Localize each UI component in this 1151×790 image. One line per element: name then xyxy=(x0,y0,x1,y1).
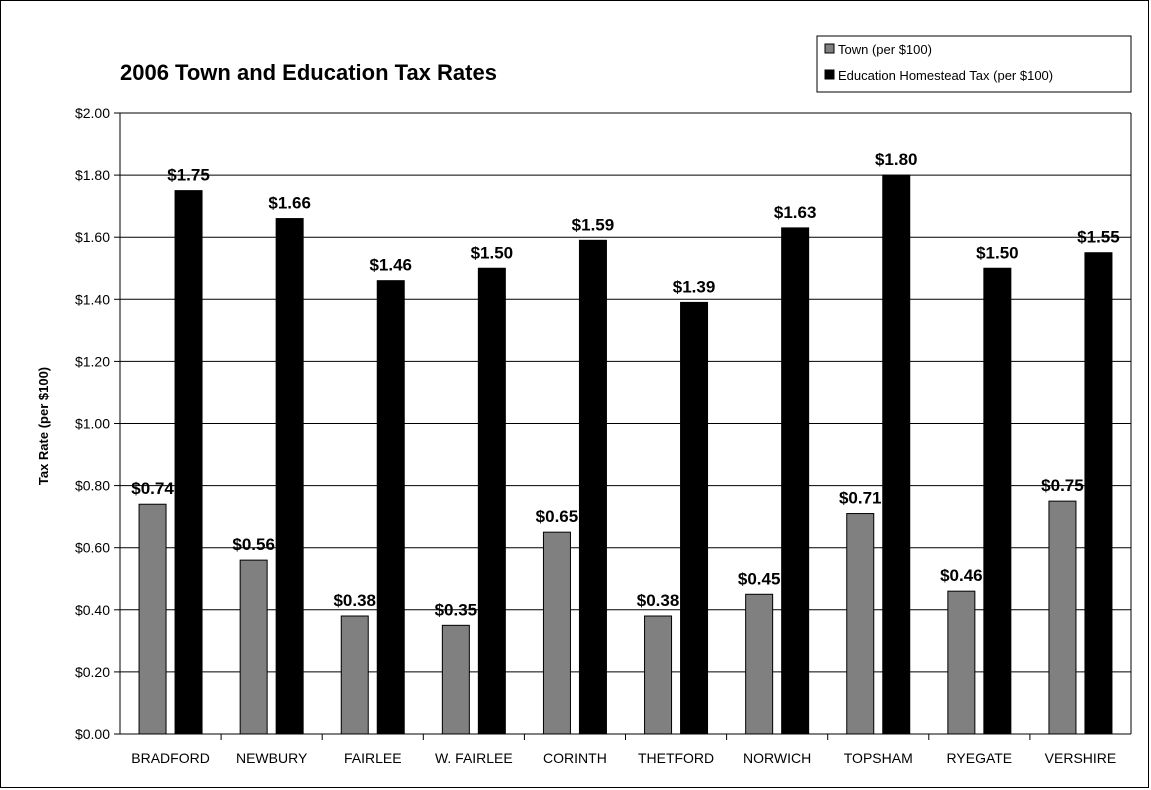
data-label: $0.46 xyxy=(940,566,983,585)
y-tick-label: $1.60 xyxy=(75,229,110,245)
x-tick-label: CORINTH xyxy=(543,750,607,766)
data-labels: $0.74 $1.75 $0.56 $1.66 $0.38 $1.46 $0.35 $1.50… xyxy=(131,150,1119,619)
y-tick-label: $0.00 xyxy=(75,726,110,742)
legend-swatch xyxy=(824,69,835,80)
bar-town xyxy=(947,590,976,735)
x-tick-label: BRADFORD xyxy=(131,750,210,766)
x-tick-label: THETFORD xyxy=(638,750,714,766)
x-tick-label: NORWICH xyxy=(743,750,811,766)
y-tick-label: $1.00 xyxy=(75,416,110,432)
data-label: $1.75 xyxy=(167,166,210,185)
data-label: $1.59 xyxy=(572,215,615,234)
bar-education xyxy=(477,267,506,735)
legend-swatch xyxy=(824,43,835,54)
bar-education xyxy=(174,190,203,735)
bar-education xyxy=(376,280,405,735)
legend-box xyxy=(816,35,1132,93)
x-tick-label: VERSHIRE xyxy=(1045,750,1117,766)
bar-town xyxy=(846,513,875,735)
data-label: $0.71 xyxy=(839,489,882,508)
bar-town xyxy=(542,531,571,735)
legend: Town (per $100) Education Homestead Tax (… xyxy=(816,35,1132,93)
data-label: $0.65 xyxy=(536,507,579,526)
bar-education xyxy=(275,218,304,735)
bar-education xyxy=(578,239,607,735)
chart-title: 2006 Town and Education Tax Rates xyxy=(120,60,497,85)
data-label: $1.39 xyxy=(673,277,716,296)
y-tick-label: $0.20 xyxy=(75,664,110,680)
y-tick-label: $0.40 xyxy=(75,602,110,618)
bar-town xyxy=(1048,500,1077,735)
y-tick-label: $0.60 xyxy=(75,540,110,556)
data-label: $0.45 xyxy=(738,569,781,588)
y-axis-label: Tax Rate (per $100) xyxy=(36,367,51,485)
bar-education xyxy=(781,227,810,735)
data-label: $0.74 xyxy=(131,479,174,498)
x-tick-label: NEWBURY xyxy=(236,750,308,766)
y-tick-label: $1.80 xyxy=(75,167,110,183)
bars xyxy=(138,174,1113,735)
data-label: $0.38 xyxy=(333,591,376,610)
x-tick-label: W. FAIRLEE xyxy=(435,750,513,766)
legend-entry: Education Homestead Tax (per $100) xyxy=(838,68,1053,83)
data-label: $0.35 xyxy=(435,600,478,619)
bar-town xyxy=(644,615,673,735)
data-label: $1.50 xyxy=(976,243,1019,262)
y-tick-label: $0.80 xyxy=(75,478,110,494)
data-label: $1.50 xyxy=(471,243,514,262)
bar-town xyxy=(441,624,470,735)
y-tick-label: $2.00 xyxy=(75,105,110,121)
y-tick-label: $1.40 xyxy=(75,291,110,307)
x-tick-label: TOPSHAM xyxy=(844,750,913,766)
bar-education xyxy=(1084,252,1113,735)
bar-town xyxy=(340,615,369,735)
bar-education xyxy=(882,174,911,735)
data-label: $1.55 xyxy=(1077,228,1120,247)
data-label: $1.80 xyxy=(875,150,918,169)
data-label: $1.63 xyxy=(774,203,817,222)
x-tick-label: FAIRLEE xyxy=(344,750,402,766)
bar-education xyxy=(983,267,1012,735)
y-tick-label: $1.20 xyxy=(75,353,110,369)
bar-education xyxy=(680,301,709,735)
x-tick-label: RYEGATE xyxy=(947,750,1013,766)
data-label: $0.56 xyxy=(232,535,275,554)
axes: $0.00 $0.20 $0.40 $0.60 $0.80 $1.00 $1.20 $1.40… xyxy=(75,105,1132,766)
legend-entry: Town (per $100) xyxy=(838,42,932,57)
data-label: $0.75 xyxy=(1041,476,1084,495)
bar-town xyxy=(239,559,268,735)
data-label: $0.38 xyxy=(637,591,680,610)
data-label: $1.46 xyxy=(369,256,412,275)
bar-town xyxy=(138,503,167,735)
data-label: $1.66 xyxy=(268,194,311,213)
bar-town xyxy=(745,593,774,735)
